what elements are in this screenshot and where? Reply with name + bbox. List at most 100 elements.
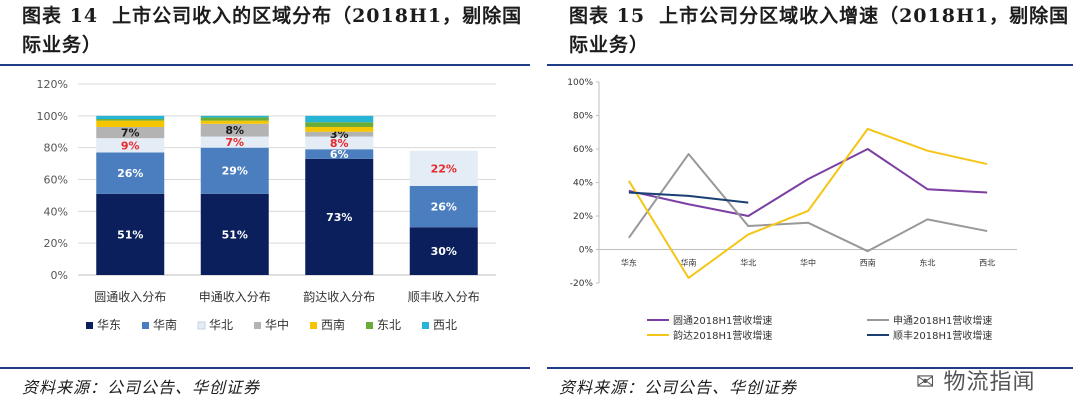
data-label: 73%: [326, 211, 352, 224]
bar-segment-华北: [200, 136, 269, 148]
y-tick-label: 80%: [44, 142, 68, 155]
right-source-rule: [547, 367, 1073, 369]
right-figure-title-text: 上市公司分区域收入增速（2018H1，剔除国际业务）: [569, 5, 1070, 56]
x-tick-label: 圆通收入分布: [94, 290, 166, 304]
bar-segment-西南: [305, 126, 374, 132]
series-line: [628, 127, 988, 279]
x-tick-label: 华中: [800, 258, 816, 268]
bar-segment-华中: [96, 126, 165, 139]
y-tick-label: 20%: [44, 237, 68, 250]
y-tick-label: -20%: [570, 279, 594, 289]
left-title-rule: [0, 64, 530, 66]
bar-segment-西北: [96, 115, 165, 120]
bar-segment-华南: [305, 149, 374, 159]
y-tick-label: 0%: [51, 269, 68, 282]
legend-label: 西北: [433, 318, 457, 332]
data-label: 7%: [121, 127, 140, 140]
left-figure: 图表 14 上市公司收入的区域分布（2018H1，剔除国际业务） 0% 20% 40%…: [0, 2, 532, 397]
y-tick-label: 20%: [573, 212, 593, 222]
right-figure: 图表 15 上市公司分区域收入增速（2018H1，剔除国际业务） -20% 0% 20…: [547, 0, 1080, 407]
data-label: 6%: [330, 148, 349, 161]
legend-label: 申通2018H1营收增速: [893, 314, 992, 327]
bar-segment-华北: [96, 138, 165, 153]
data-label: 26%: [431, 201, 457, 214]
data-label: 51%: [117, 228, 143, 241]
bar-segment-华北: [305, 136, 374, 150]
y-tick-label: 60%: [44, 174, 68, 187]
legend-swatch: [197, 321, 206, 330]
bar-segment-华北: [409, 150, 478, 186]
watermark-text: 物流指闻: [943, 370, 1036, 395]
legend-swatch: [86, 322, 93, 329]
left-figure-number: 图表 14: [22, 5, 99, 27]
x-tick-label: 华北: [740, 258, 756, 268]
watermark: ✉ 物流指闻: [916, 370, 1036, 395]
legend-swatch: [366, 322, 373, 329]
bar-segment-华东: [305, 158, 374, 275]
data-label: 22%: [431, 162, 457, 175]
bar-segment-华中: [305, 131, 374, 137]
legend-label: 华北: [209, 318, 233, 332]
bar-segment-西北: [305, 115, 374, 123]
right-figure-title: 图表 15 上市公司分区域收入增速（2018H1，剔除国际业务）: [569, 2, 1072, 60]
legend-label: 华中: [265, 317, 289, 332]
legend-label: 韵达2018H1营收增速: [673, 329, 772, 342]
data-label: 8%: [330, 137, 349, 150]
line-chart: -20% 0% 20% 40% 60% 80% 100% 华东 华南 华北 华中 西南 东北 西北圆通20…: [567, 78, 1017, 342]
legend-label: 华东: [97, 318, 121, 332]
bar-segment-西南: [96, 120, 165, 127]
legend-swatch: [254, 322, 261, 329]
legend-label: 圆通2018H1营收增速: [673, 314, 772, 327]
bar-segment-华中: [200, 123, 269, 137]
y-tick-label: 60%: [573, 145, 593, 155]
left-source-note: 资料来源：公司公告、华创证券: [22, 378, 261, 397]
legend-label: 东北: [377, 318, 401, 332]
bar-segment-东北: [305, 122, 374, 127]
y-tick-label: 40%: [573, 179, 593, 189]
legend-label: 顺丰2018H1营收增速: [893, 329, 992, 342]
series-line: [628, 148, 988, 217]
x-tick-label: 西南: [860, 258, 876, 268]
bar-segment-东北: [96, 119, 165, 121]
bar-segment-华南: [409, 185, 478, 228]
y-tick-label: 120%: [37, 78, 68, 91]
bar-segment-华南: [96, 152, 165, 194]
right-title-rule: [547, 64, 1073, 66]
left-source-rule: [0, 367, 530, 369]
data-label: 9%: [121, 139, 140, 152]
x-tick-label: 东北: [919, 258, 935, 268]
legend-swatch: [422, 322, 429, 329]
right-source-note: 资料来源：公司公告、华创证券: [559, 378, 798, 397]
series-line: [628, 153, 988, 253]
x-tick-label: 华东: [621, 258, 637, 268]
y-tick-label: 100%: [37, 110, 68, 123]
stacked-bar-chart: 0%20%40%60%80%100%120%51%26%9%7%圆通收入分布51…: [37, 78, 496, 332]
legend-swatch: [310, 322, 317, 329]
data-label: 30%: [431, 245, 457, 258]
y-tick-label: 0%: [579, 246, 594, 256]
x-tick-label: 顺丰收入分布: [408, 290, 480, 304]
legend-swatch: [142, 322, 149, 329]
y-tick-label: 80%: [573, 112, 593, 122]
data-label: 7%: [225, 136, 244, 149]
bar-segment-华南: [200, 147, 269, 194]
bar-segment-西北: [200, 115, 269, 118]
data-label: 51%: [222, 228, 248, 241]
bar-segment-华东: [200, 193, 269, 275]
bar-segment-华东: [96, 193, 165, 275]
bar-segment-东北: [200, 117, 269, 121]
right-figure-number: 图表 15: [569, 5, 646, 27]
left-figure-title: 图表 14 上市公司收入的区域分布（2018H1，剔除国际业务）: [22, 2, 532, 60]
x-tick-label: 韵达收入分布: [303, 289, 375, 304]
x-tick-label: 西北: [979, 259, 995, 268]
y-tick-label: 100%: [567, 78, 593, 88]
bar-segment-西南: [200, 120, 269, 124]
x-tick-label: 申通收入分布: [199, 290, 271, 304]
bar-segment-华东: [409, 227, 478, 275]
data-label: 29%: [222, 165, 248, 178]
data-label: 8%: [225, 124, 244, 137]
x-tick-label: 华南: [681, 258, 697, 268]
legend-label: 华南: [153, 317, 177, 332]
y-tick-label: 40%: [44, 205, 68, 218]
left-figure-title-text: 上市公司收入的区域分布（2018H1，剔除国际业务）: [22, 5, 523, 56]
